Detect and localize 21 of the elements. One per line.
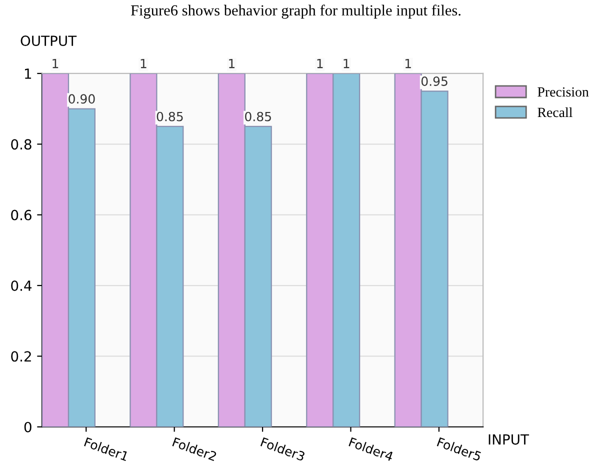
data-label: 0.95: [421, 76, 448, 86]
y-tick-label: 0.6: [11, 210, 32, 220]
data-label: 0.90: [68, 94, 95, 104]
data-label: 1: [317, 58, 323, 68]
legend-label: Recall: [538, 107, 572, 118]
y-axis-title: OUTPUT: [20, 36, 77, 46]
caption: Figure6 shows behavior graph for multiple input files.: [130, 4, 460, 19]
data-label: 1: [344, 58, 350, 68]
y-tick-label: 1: [25, 68, 32, 79]
y-tick-label: 0: [24, 422, 32, 432]
y-tick-label: 0.4: [11, 280, 32, 291]
data-label: 1: [140, 58, 146, 68]
data-label: 0.85: [245, 112, 271, 122]
data-label: 0.85: [156, 112, 183, 122]
data-label: 1: [229, 58, 234, 68]
y-tick-label: 0.2: [11, 351, 31, 362]
y-tick-label: 0.8: [11, 139, 32, 150]
x-axis-title: INPUT: [488, 434, 530, 445]
data-label: 1: [52, 58, 58, 68]
data-label: 1: [405, 58, 411, 68]
legend-label: Precision: [538, 87, 589, 97]
